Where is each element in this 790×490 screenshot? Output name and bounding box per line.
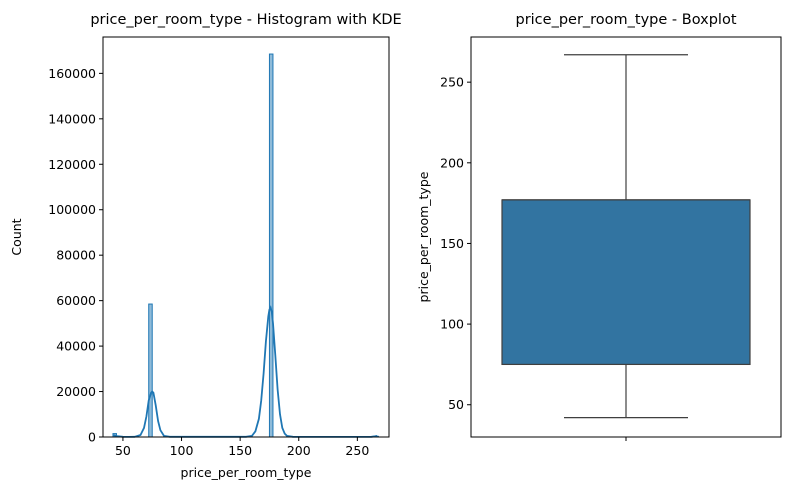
boxplot-y-axis-label: price_per_room_type	[416, 171, 431, 302]
histogram-x-ticks: 50 100 150 200 250	[115, 437, 369, 458]
histogram-x-tick-label: 200	[287, 443, 311, 458]
boxplot-y-tick-label: 250	[440, 75, 464, 90]
histogram-x-tick-label: 100	[170, 443, 194, 458]
histogram-y-tick-label: 160000	[48, 66, 96, 81]
histogram-y-axis-label: Count	[9, 218, 24, 255]
boxplot-title: price_per_room_type - Boxplot	[515, 12, 736, 28]
histogram-panel: price_per_room_type - Histogram with KDE…	[9, 12, 402, 480]
histogram-y-tick-label: 60000	[56, 293, 96, 308]
boxplot-y-tick-label: 150	[440, 236, 464, 251]
histogram-y-ticks: 0 20000 40000 60000 80000 100000 120000 140000 1…	[48, 66, 103, 445]
boxplot-y-tick-label: 100	[440, 317, 464, 332]
boxplot-y-ticks: 50 100 150 200 250	[440, 75, 471, 412]
histogram-y-tick-label: 40000	[56, 339, 96, 354]
histogram-bar	[148, 303, 153, 438]
histogram-bar	[268, 53, 274, 438]
boxplot-y-tick-label: 50	[448, 397, 464, 412]
histogram-kde-line	[113, 305, 378, 438]
histogram-y-tick-label: 80000	[56, 248, 96, 263]
boxplot-box	[501, 199, 751, 366]
histogram-title: price_per_room_type - Histogram with KDE	[90, 12, 401, 28]
boxplot-panel: price_per_room_type - Boxplot 50 100 150 20…	[416, 12, 782, 441]
histogram-y-tick-label: 20000	[56, 384, 96, 399]
histogram-y-tick-label: 0	[88, 430, 96, 445]
histogram-y-tick-label: 100000	[48, 202, 96, 217]
histogram-y-tick-label: 140000	[48, 111, 96, 126]
histogram-x-tick-label: 250	[345, 443, 369, 458]
histogram-x-tick-label: 150	[228, 443, 252, 458]
histogram-y-tick-label: 120000	[48, 157, 96, 172]
boxplot-axes-frame	[470, 36, 782, 438]
histogram-axes-frame	[102, 36, 390, 438]
histogram-x-tick-label: 50	[115, 443, 131, 458]
boxplot-marks	[501, 54, 751, 419]
histogram-x-axis-label: price_per_room_type	[181, 465, 312, 480]
boxplot-y-tick-label: 200	[440, 155, 464, 170]
